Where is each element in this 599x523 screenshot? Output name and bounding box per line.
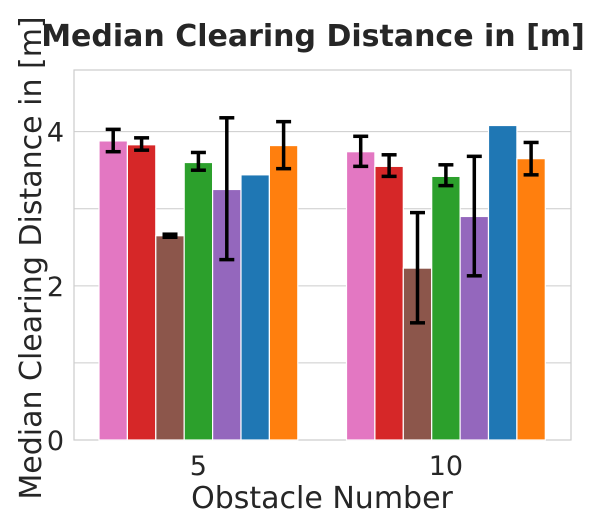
y-tick-label: 2 (47, 272, 64, 303)
chart-title: Median Clearing Distance in [m] (41, 19, 585, 54)
x-axis-label: Obstacle Number (191, 481, 453, 516)
x-tick-label: 5 (190, 451, 207, 482)
bar (184, 163, 212, 441)
bar (127, 145, 155, 440)
bar (99, 141, 127, 440)
bar (489, 126, 517, 441)
x-tick-label: 10 (429, 451, 463, 482)
bar (269, 146, 297, 440)
y-tick-label: 4 (47, 118, 64, 149)
bar (432, 176, 460, 440)
bar (517, 159, 545, 440)
bars (99, 126, 545, 441)
y-tick-labels: 0 2 4 (47, 118, 64, 457)
bar (375, 166, 403, 440)
y-axis-label: Median Clearing Distance in [m] (14, 16, 49, 499)
y-tick-label: 0 (47, 426, 64, 457)
error-bar (163, 234, 178, 237)
bar (347, 152, 375, 440)
bar (241, 175, 269, 440)
x-tick-labels: 5 10 (190, 451, 463, 482)
bar (156, 236, 184, 440)
